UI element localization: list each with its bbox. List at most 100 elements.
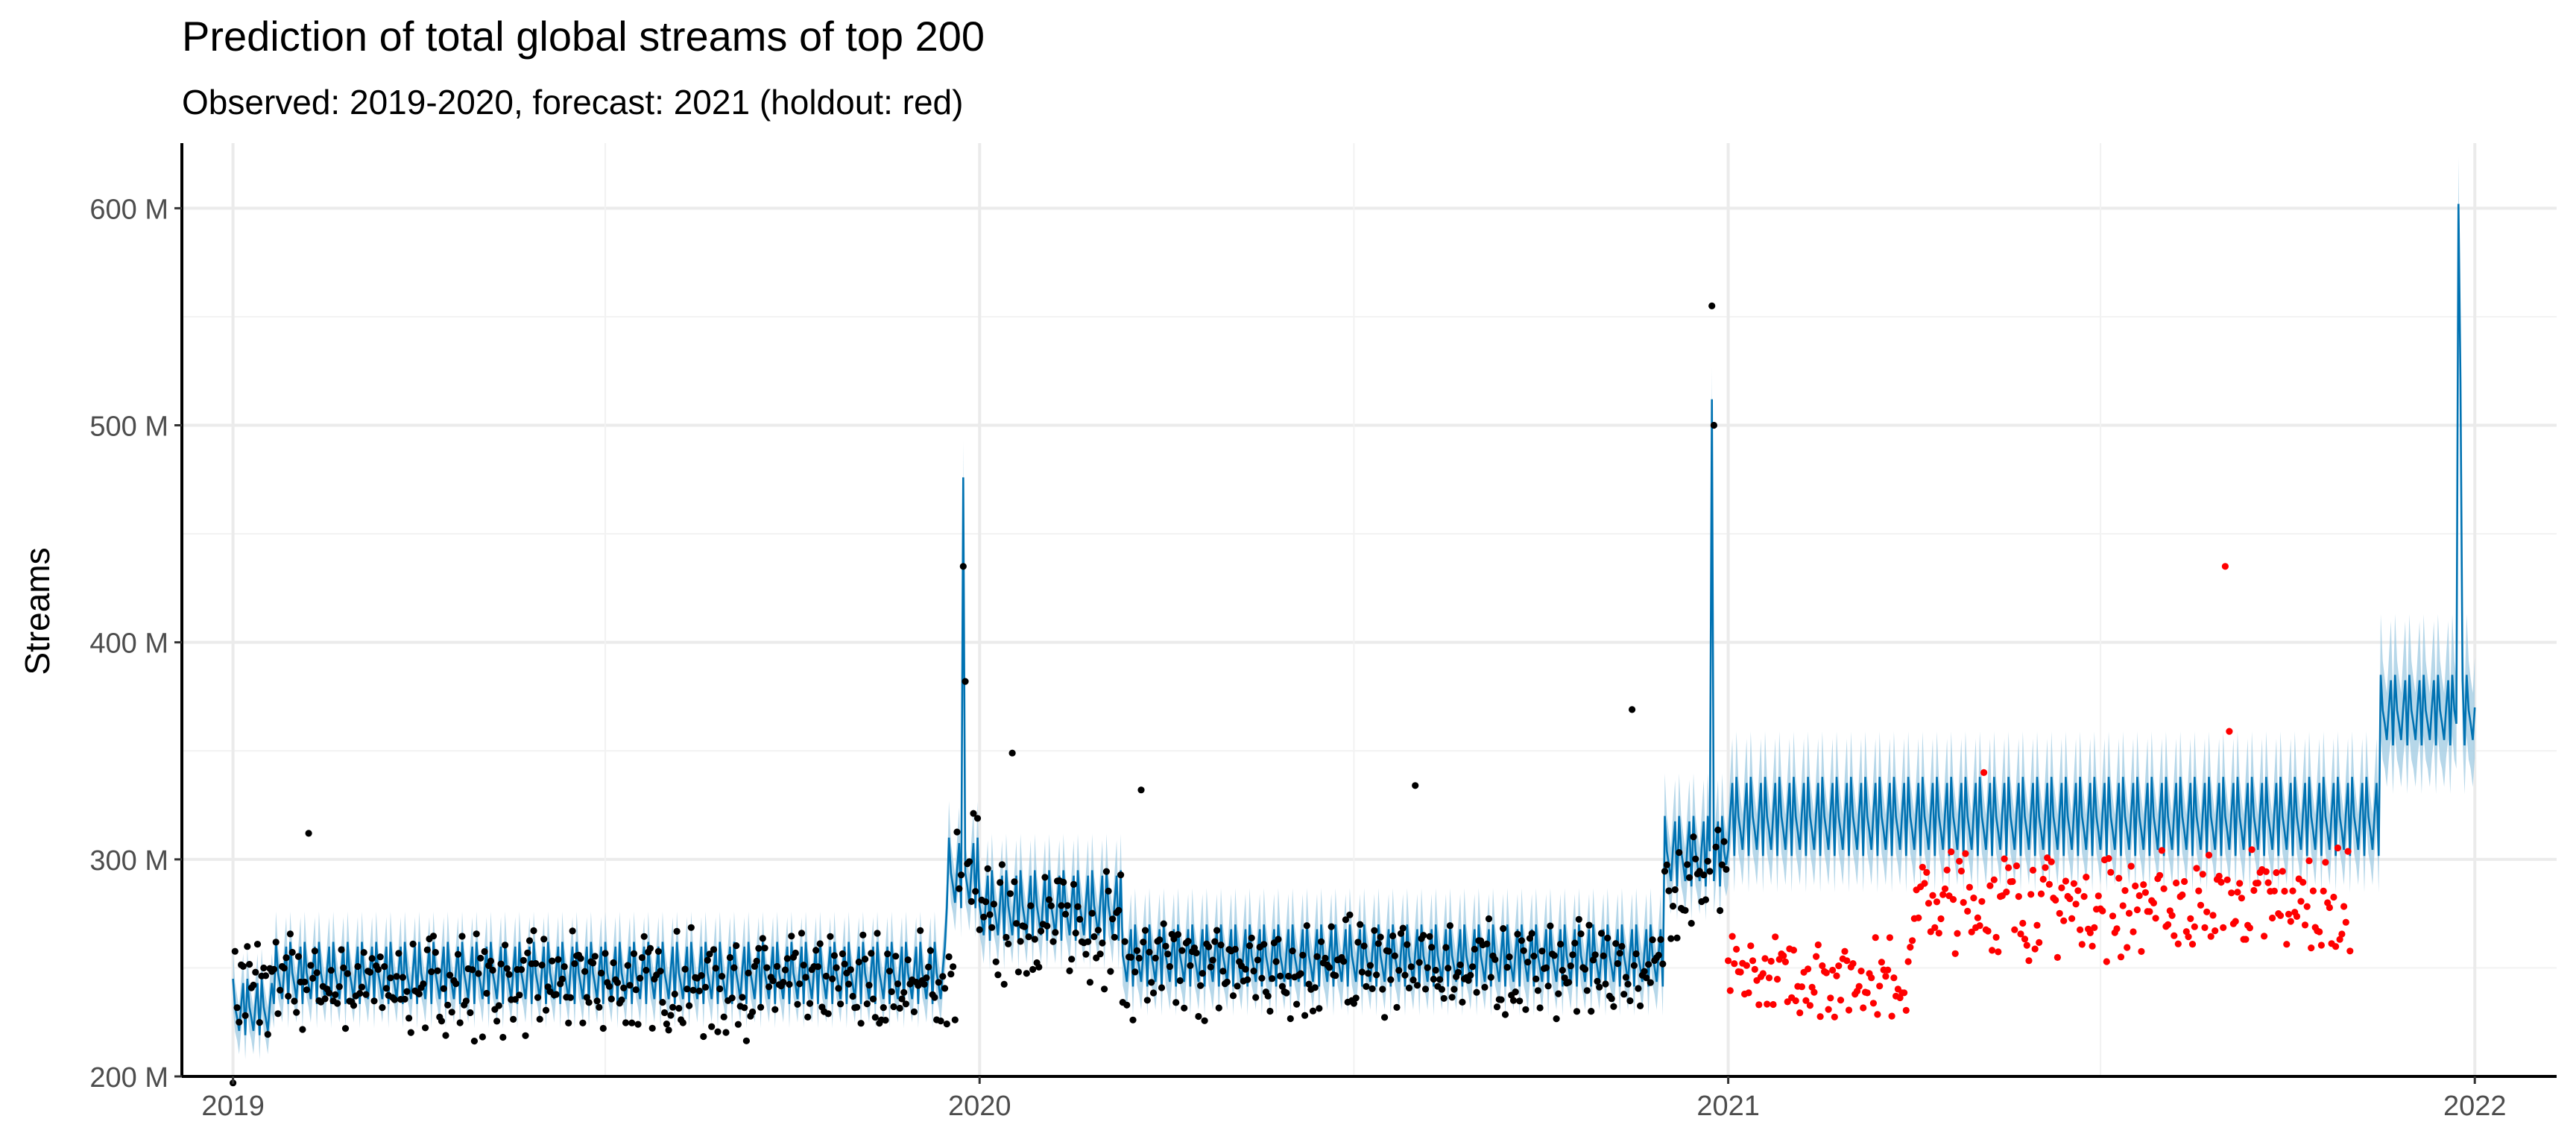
holdout-point [2242,936,2250,943]
holdout-point [1733,945,1740,953]
observed-point [542,1006,550,1014]
observed-point [1385,947,1392,955]
observed-point [667,1012,675,1019]
holdout-point [2228,889,2235,897]
observed-point [522,1032,529,1039]
holdout-point [2058,884,2065,892]
holdout-point [2279,868,2286,875]
observed-point [681,965,689,973]
observed-point [671,990,678,998]
observed-point [497,960,505,968]
holdout-point [1869,1000,1877,1007]
holdout-point [2103,958,2110,965]
observed-point [632,986,640,994]
holdout-point [2173,879,2180,887]
observed-point [1717,906,1724,915]
observed-point [1005,940,1012,947]
observed-point [1209,956,1216,964]
observed-point [1718,861,1726,868]
observed-point [904,956,912,964]
observed-point [824,1010,832,1018]
observed-point [1450,985,1458,993]
observed-point [1027,902,1035,909]
holdout-point [2029,866,2037,874]
holdout-point [1915,914,1922,921]
holdout-point [1855,982,1863,990]
holdout-point [1933,898,1941,906]
holdout-point [1970,895,1977,902]
observed-point [796,980,804,988]
holdout-point [2181,877,2188,886]
holdout-point [2091,924,2098,931]
observed-point [945,953,953,961]
observed-point [1156,936,1164,944]
observed-point [730,964,738,971]
holdout-point [2330,893,2337,901]
observed-point [1096,950,1104,958]
observed-point [579,1019,587,1026]
observed-point [1671,886,1679,894]
observed-point [1217,941,1225,949]
observed-point [1690,833,1697,841]
observed-point [1365,970,1372,977]
observed-point [884,950,891,958]
holdout-point [2138,947,2145,955]
observed-point [712,965,719,972]
observed-point [1645,961,1652,968]
observed-point [1178,947,1186,954]
holdout-point [1984,927,1992,935]
observed-point [757,1003,765,1011]
holdout-point [1747,942,1755,950]
observed-point [1657,936,1664,943]
holdout-point [1935,930,1942,937]
holdout-point [2009,877,2016,886]
observed-point [765,983,773,991]
observed-point [1655,951,1662,959]
observed-point [1506,953,1513,961]
observed-point [1193,949,1200,956]
holdout-point [2297,898,2305,905]
observed-point [596,1003,603,1011]
observed-point [1248,934,1255,941]
observed-point [973,815,982,822]
observed-point [855,958,862,966]
holdout-point [1876,982,1884,990]
holdout-point [1731,960,1738,968]
observed-point [590,959,597,967]
observed-point [926,947,934,954]
holdout-point [1882,973,1890,980]
holdout-point [2072,900,2080,908]
observed-points [230,302,1730,1087]
holdout-point [2209,912,2217,919]
holdout-point [2273,869,2280,877]
observed-point [233,1004,241,1012]
observed-point [628,1019,636,1026]
observed-point [1594,977,1601,985]
observed-point [274,1010,282,1018]
observed-point [1162,942,1169,950]
observed-point [516,991,523,999]
observed-point [1448,994,1456,1001]
holdout-point [2152,915,2159,922]
observed-point [1090,933,1098,941]
observed-point [829,975,836,982]
holdout-point [2207,933,2214,940]
observed-point [581,968,589,975]
observed-point [446,971,454,979]
holdout-point [2001,855,2008,862]
observed-point [1404,941,1411,948]
observed-point [1105,887,1112,895]
holdout-point [2107,868,2115,876]
observed-point [1647,979,1654,986]
observed-point [994,971,1002,979]
observed-point [264,1031,271,1038]
observed-point [1164,950,1172,958]
observed-point [341,1025,350,1032]
observed-point [246,961,253,968]
observed-point [1129,1016,1137,1023]
holdout-point [2281,887,2288,895]
observed-point [822,972,830,980]
observed-point [1140,939,1147,946]
observed-point [1409,977,1417,984]
observed-point [925,963,932,971]
